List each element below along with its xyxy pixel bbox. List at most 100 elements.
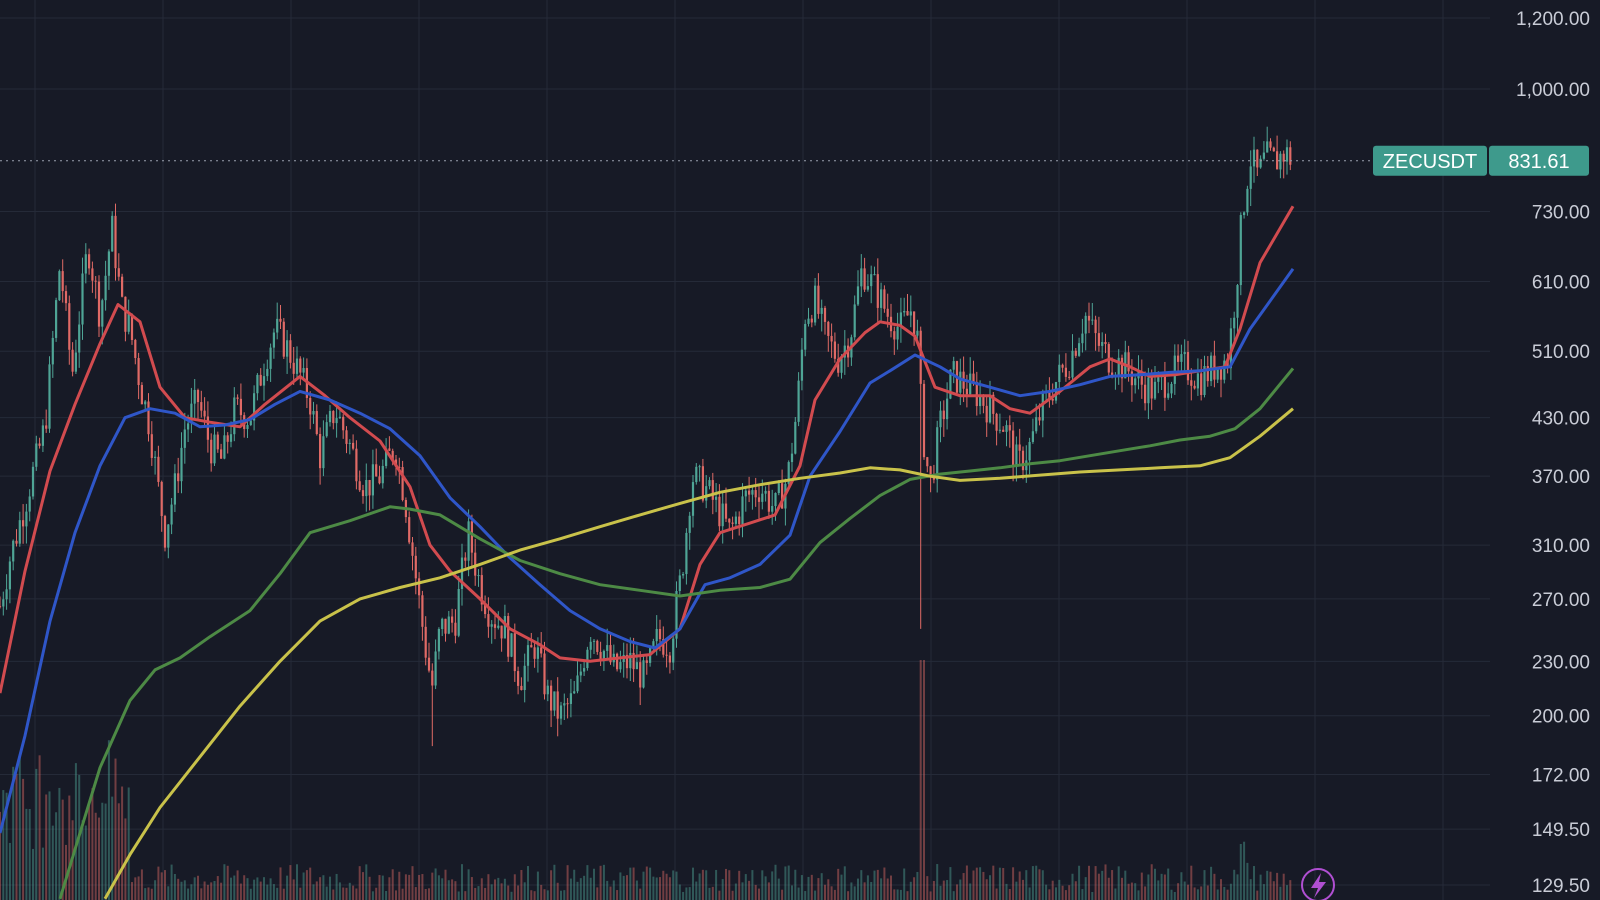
candle — [183, 412, 186, 464]
candle — [556, 677, 559, 737]
volume-bar — [65, 844, 67, 900]
candle — [41, 419, 44, 453]
volume-bar — [817, 878, 820, 900]
volume-bar — [1216, 889, 1219, 900]
volume-bar — [777, 878, 780, 900]
candle — [606, 628, 609, 659]
candle — [566, 698, 569, 719]
candle — [1186, 340, 1190, 385]
volume-bar — [256, 877, 259, 900]
volume-bar — [470, 877, 473, 900]
candle — [365, 463, 368, 512]
volume-bar — [55, 812, 58, 900]
candle — [233, 387, 236, 442]
volume-bar — [490, 884, 493, 900]
candle — [309, 391, 312, 430]
candle — [355, 440, 358, 490]
candle — [444, 618, 447, 642]
volume-bar — [226, 865, 229, 900]
candle — [883, 285, 886, 313]
volume-bar — [1012, 867, 1015, 900]
candle — [266, 359, 269, 382]
volume-bar — [1061, 885, 1064, 900]
volume-bar — [903, 868, 906, 900]
volume-bar — [517, 885, 520, 900]
volume-bar — [807, 876, 810, 900]
volume-bar — [890, 875, 892, 900]
volume-bar — [414, 887, 417, 900]
symbol-label: ZECUSDT — [1383, 151, 1477, 173]
candle — [1144, 371, 1147, 411]
candle — [315, 404, 318, 436]
volume-bar — [1124, 870, 1127, 900]
candle — [154, 450, 157, 475]
candle — [1041, 389, 1044, 438]
volume-bar — [41, 847, 44, 900]
candle — [754, 477, 757, 507]
candle — [517, 666, 520, 695]
volume-bar — [527, 866, 529, 900]
volume-bar — [1163, 874, 1166, 900]
candle — [675, 581, 678, 648]
candle — [292, 346, 295, 385]
volume-bar — [114, 758, 117, 900]
candle — [513, 623, 516, 682]
candle — [893, 326, 896, 355]
volume-bar — [1097, 873, 1100, 900]
candle — [97, 275, 101, 338]
volume-bar — [708, 887, 711, 900]
candle — [853, 295, 856, 341]
candle — [698, 464, 701, 482]
candle — [262, 363, 266, 401]
candle — [12, 539, 15, 571]
volume-bar — [1025, 870, 1028, 900]
candle — [431, 663, 434, 747]
candle — [823, 305, 827, 335]
candle — [388, 436, 391, 452]
candle — [421, 590, 424, 641]
volume-bar — [1101, 870, 1104, 900]
candle — [982, 394, 985, 414]
candle — [553, 691, 556, 717]
candle — [1064, 353, 1067, 382]
candle — [130, 313, 134, 345]
candle — [477, 569, 480, 587]
candle — [807, 307, 810, 327]
volume-bar — [299, 887, 302, 900]
volume-bar — [25, 808, 28, 900]
volume-bar — [253, 879, 256, 900]
volume-bar — [197, 875, 199, 900]
candle — [464, 552, 467, 568]
candle — [249, 420, 252, 427]
candle — [642, 655, 645, 689]
candle — [998, 413, 1001, 434]
candle — [870, 265, 873, 304]
candle — [526, 639, 530, 682]
volume-bar — [157, 866, 160, 900]
volume-bar — [939, 885, 942, 900]
candle — [15, 529, 18, 547]
volume-bar — [560, 890, 562, 900]
volume-bar — [216, 876, 219, 900]
candle — [457, 575, 460, 638]
candle — [236, 394, 239, 405]
volume-bar — [692, 867, 694, 900]
candle — [1193, 380, 1196, 390]
volume-bar — [959, 879, 962, 900]
volume-bar — [929, 891, 932, 900]
candle — [210, 433, 213, 472]
volume-bar — [206, 884, 209, 900]
price-axis[interactable]: 1,200.00 1,000.00 730.00 610.00 510.00 430.00… — [1516, 9, 1590, 897]
volume-bar — [619, 872, 622, 900]
lightning-icon[interactable] — [1301, 868, 1335, 900]
candle — [510, 633, 513, 658]
candle — [715, 483, 718, 513]
moving-average-line — [58, 367, 1295, 900]
volume-bar — [5, 792, 8, 900]
volume-bar — [764, 876, 767, 900]
volume-bar — [847, 891, 850, 900]
candle — [533, 641, 536, 668]
volume-bar — [1045, 884, 1048, 900]
